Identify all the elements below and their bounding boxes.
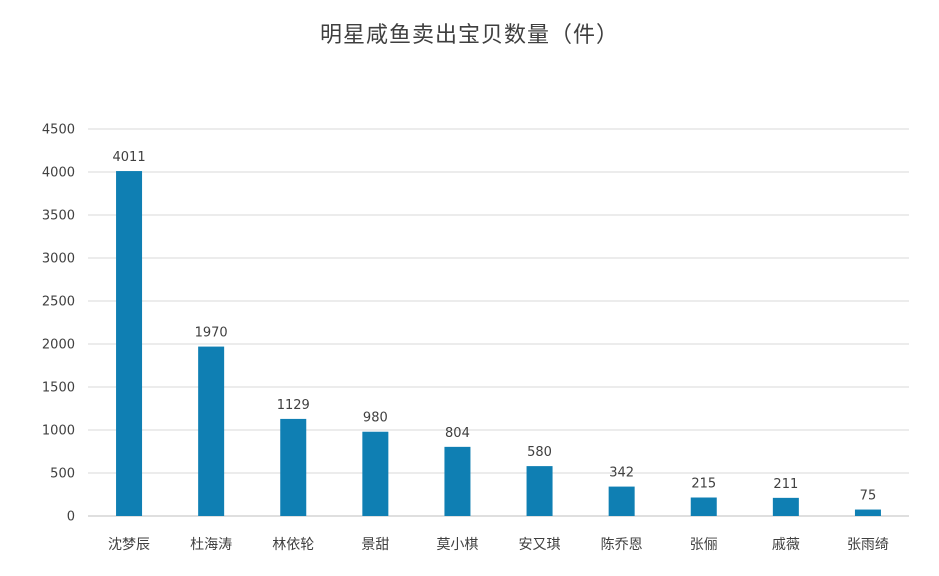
category-label: 莫小棋 [436,537,478,553]
bar [280,418,307,516]
category-label: 林依轮 [272,537,314,553]
bar [198,346,225,516]
y-tick-label: 2000 [42,338,75,353]
bar [690,497,717,516]
bar [854,509,881,516]
data-label: 211 [773,477,798,492]
y-tick-label: 500 [50,467,75,482]
category-label: 戚薇 [772,537,800,553]
bar [608,486,635,516]
y-tick-label: 4000 [42,166,75,181]
data-label: 1970 [195,326,228,341]
category-label: 张雨绮 [847,537,889,553]
category-label: 景甜 [361,537,389,553]
x-axis-labels: 沈梦辰 杜海涛 林依轮 景甜 莫小棋 安又琪 陈乔恩 张俪 戚薇 张雨绮 [108,536,889,553]
category-label: 安又琪 [519,537,561,553]
y-tick-label: 4500 [42,123,75,138]
data-label: 1129 [277,398,310,413]
bar [772,497,799,516]
bar [362,431,389,516]
data-label: 980 [363,411,388,426]
chart-title: 明星咸鱼卖出宝贝数量（件） [319,23,619,48]
bar [116,171,143,516]
data-label: 580 [527,445,552,460]
data-label: 804 [445,426,470,441]
y-axis-ticks: 0 500 1000 1500 2000 2500 3000 3500 4000 4500 [42,123,75,525]
bar [444,446,471,516]
category-label: 杜海涛 [190,537,232,553]
y-tick-label: 1000 [42,424,75,439]
y-tick-label: 0 [67,510,75,525]
bars: 4011 1970 1129 980 804 580 342 215 211 75 [113,150,881,516]
y-tick-label: 3500 [42,209,75,224]
category-label: 沈梦辰 [108,537,150,553]
category-label: 陈乔恩 [601,536,643,553]
data-label: 215 [691,477,716,492]
y-tick-label: 2500 [42,295,75,310]
data-label: 342 [609,466,634,481]
data-label: 4011 [113,150,146,165]
y-tick-label: 3000 [42,252,75,267]
gridlines [88,128,909,517]
category-label: 张俪 [690,537,718,553]
y-tick-label: 1500 [42,381,75,396]
data-label: 75 [860,489,877,504]
bar [526,466,553,516]
